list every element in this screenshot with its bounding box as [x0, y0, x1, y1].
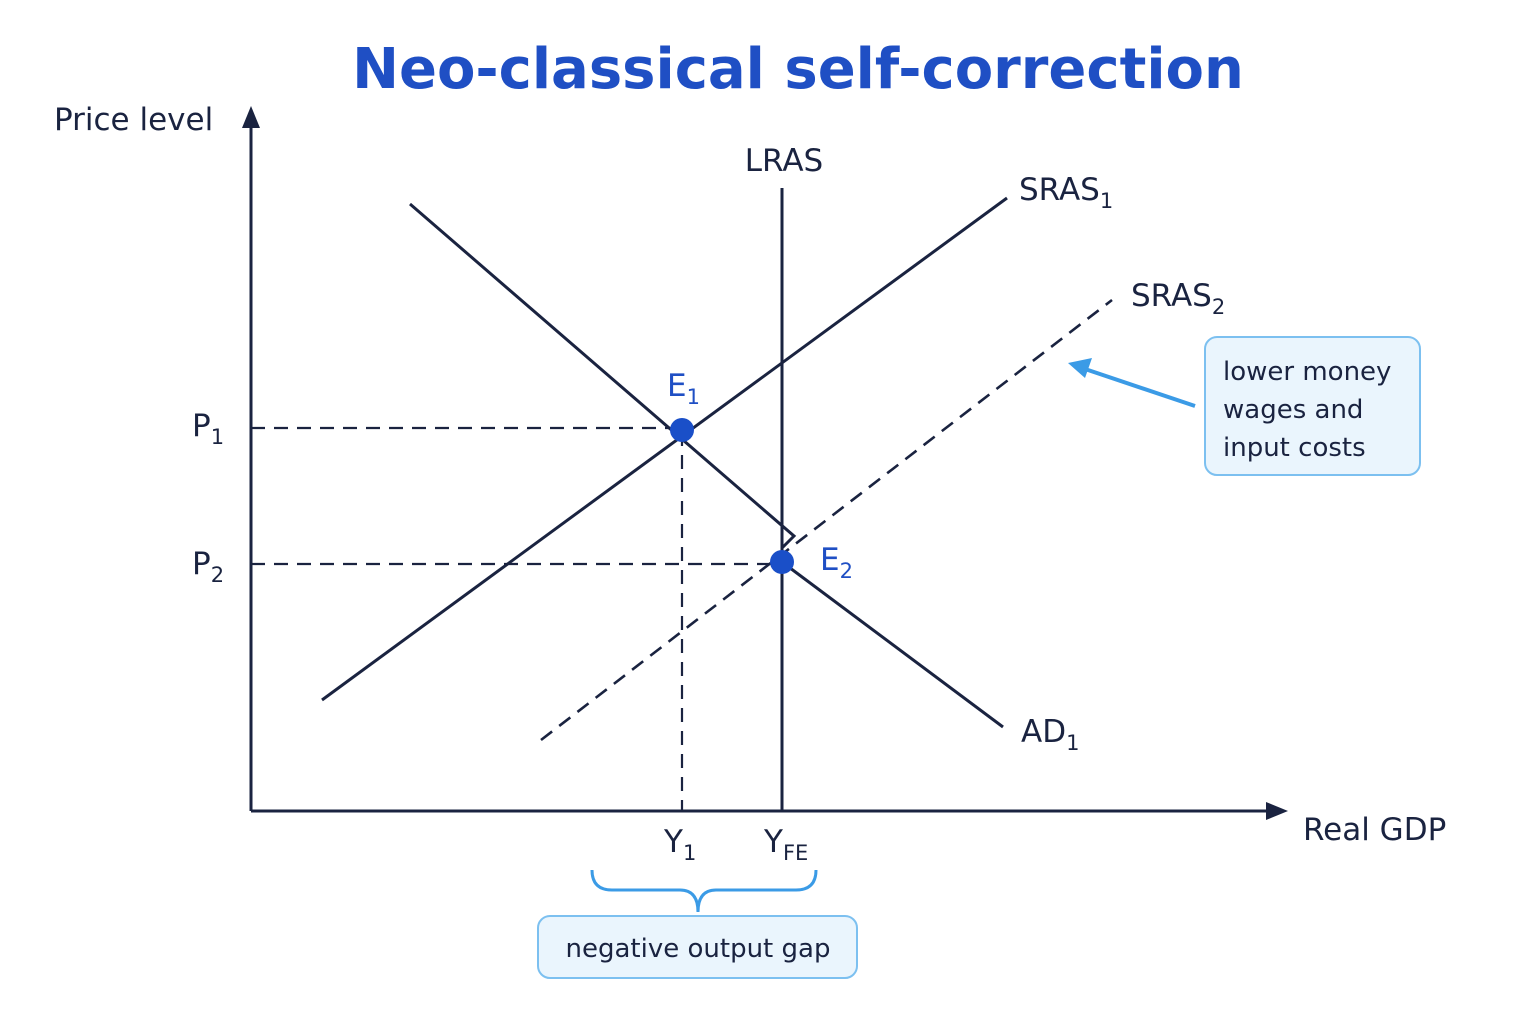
- label-sub: 1: [211, 425, 224, 449]
- sras1-line: [321, 196, 1008, 702]
- ad1-label: AD1: [1021, 714, 1079, 755]
- label-text: E: [820, 542, 840, 578]
- gap-note-box: [537, 915, 858, 979]
- label-text: SRAS: [1131, 278, 1212, 314]
- p2-label: P2: [192, 546, 224, 587]
- label-sub: FE: [783, 841, 808, 865]
- e1-point: [670, 418, 694, 442]
- label-text: P: [192, 408, 211, 444]
- y-axis-arrow: [242, 106, 260, 128]
- title: Neo-classical self-correction: [352, 37, 1244, 102]
- shift-note-box: [1204, 336, 1421, 476]
- label-sub: 1: [1100, 189, 1113, 213]
- label-sub: 1: [1066, 731, 1079, 755]
- y1-label: Y1: [663, 824, 696, 865]
- ad1-line-upper: [409, 202, 797, 550]
- sras2-line: [540, 298, 1113, 742]
- sras2-label: SRAS2: [1131, 278, 1225, 319]
- e1-label: E1: [667, 368, 700, 409]
- yfe-label: YFE: [763, 824, 808, 865]
- label-sub: 1: [687, 385, 700, 409]
- shift-note-line: wages and: [1223, 395, 1363, 425]
- label-text: AD: [1021, 714, 1066, 750]
- sras1-label: SRAS1: [1019, 172, 1113, 213]
- e2-point: [770, 550, 794, 574]
- label-sub: 2: [211, 563, 224, 587]
- label-sub: 2: [1212, 295, 1225, 319]
- lras-label: LRAS: [745, 143, 823, 179]
- shift-note-line: lower money: [1223, 357, 1391, 387]
- gap-note: negative output gap: [566, 934, 831, 964]
- y-axis-label: Price level: [54, 102, 213, 138]
- e2-label: E2: [820, 542, 853, 583]
- label-text: P: [192, 546, 211, 582]
- shift-note-line: input costs: [1223, 433, 1366, 463]
- ad1-line-lower: [781, 560, 1004, 729]
- p1-label: P1: [192, 408, 224, 449]
- shift-arrow: [1084, 367, 1196, 408]
- label-text: E: [667, 368, 687, 404]
- label-sub: 1: [683, 841, 696, 865]
- x-axis-label: Real GDP: [1303, 812, 1446, 848]
- shift-arrowhead: [1068, 358, 1092, 378]
- gap-brace: [590, 869, 818, 913]
- label-text: SRAS: [1019, 172, 1100, 208]
- label-text: Y: [763, 824, 783, 860]
- label-sub: 2: [840, 559, 853, 583]
- label-text: Y: [663, 824, 683, 860]
- x-axis-arrow: [1266, 802, 1288, 820]
